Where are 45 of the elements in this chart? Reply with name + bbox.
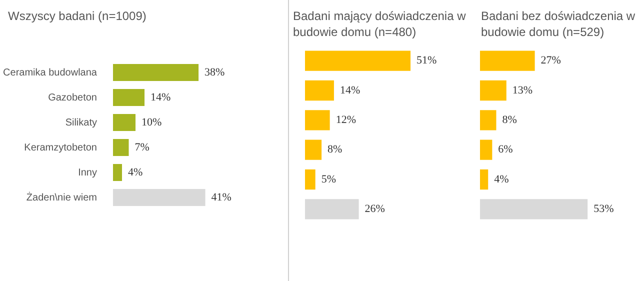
bar: [305, 50, 411, 71]
bar: [305, 80, 334, 101]
bar: [113, 164, 122, 181]
data-label: 4%: [494, 173, 509, 186]
y-tick-label: Silikaty: [65, 117, 97, 128]
data-label: 14%: [150, 91, 171, 104]
bar: [305, 169, 316, 190]
data-label: 14%: [340, 84, 360, 96]
data-label: 10%: [142, 116, 162, 128]
bar: [113, 64, 199, 81]
data-label: 51%: [416, 54, 437, 67]
y-tick-label: Ceramika budowlana: [3, 67, 98, 78]
bar: [113, 189, 206, 206]
data-label: 8%: [502, 114, 517, 126]
data-label: 27%: [540, 54, 561, 67]
data-label: 7%: [134, 141, 150, 154]
bar: [113, 89, 145, 106]
data-label: 4%: [128, 166, 143, 178]
data-label: 12%: [336, 114, 356, 126]
y-tick-label: Żaden\nie wiem: [26, 191, 97, 204]
chart-title: Badani bez doświadczenia w budowie domu (n=529): [481, 8, 636, 40]
chart-title: Badani mający doświadczenia w budowie domu (n=480): [293, 8, 467, 40]
data-label: 26%: [364, 203, 385, 216]
y-tick-label: Inny: [78, 167, 97, 178]
bar: [113, 139, 129, 156]
bar: [305, 199, 359, 220]
data-label: 38%: [204, 66, 225, 78]
y-tick-label: Keramzytobeton: [24, 142, 97, 154]
data-label: 6%: [498, 144, 513, 156]
data-label: 5%: [321, 173, 336, 186]
chart-title: Wszyscy badani (n=1009): [8, 8, 148, 24]
bar: [480, 50, 535, 71]
data-label: 13%: [512, 84, 533, 96]
data-label: 8%: [328, 144, 342, 156]
bar: [480, 80, 506, 101]
data-label: 41%: [211, 191, 232, 204]
bar: [480, 169, 488, 190]
bar: [480, 199, 588, 220]
bar: [305, 140, 322, 160]
bar: [480, 110, 496, 130]
y-tick-label: Gazobeton: [48, 92, 97, 104]
bar: [305, 110, 330, 130]
bar: [480, 140, 492, 160]
bar: [113, 114, 136, 131]
data-label: 53%: [594, 203, 614, 216]
